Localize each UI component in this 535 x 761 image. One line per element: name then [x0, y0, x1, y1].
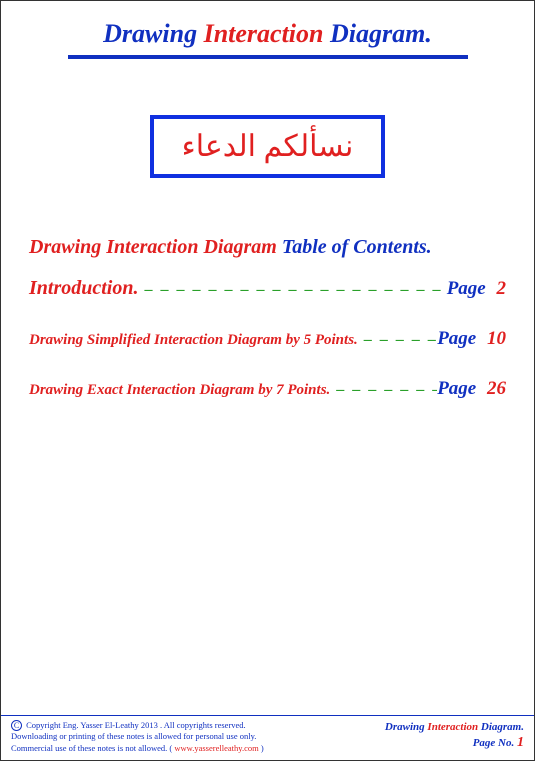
toc-page: Page 10 — [437, 328, 506, 350]
toc-page-num: 10 — [487, 328, 506, 349]
toc-leader: – – – – – – – – – – – – – – – – – – – – … — [330, 381, 437, 399]
toc-page-num: 2 — [497, 278, 507, 299]
footer-website: www.yasserelleathy.com — [174, 743, 258, 753]
copyright-text-3a: Commercial use of these notes is not all… — [11, 743, 174, 753]
toc-page: Page 26 — [437, 378, 506, 400]
footer-page-number: Page No. 1 — [385, 734, 524, 752]
footer-pageno-label: Page No. — [473, 737, 515, 749]
toc-heading-blue: Table of Contents. — [282, 236, 432, 258]
toc-label: Introduction. — [29, 277, 138, 300]
table-of-contents: Drawing Interaction Diagram Table of Con… — [1, 236, 534, 400]
copyright-line-3: Commercial use of these notes is not all… — [11, 743, 264, 754]
copyright-line-2: Downloading or printing of these notes i… — [11, 731, 264, 742]
title-word-drawing: Drawing — [103, 19, 197, 48]
toc-row: Introduction. – – – – – – – – – – – – – … — [29, 277, 506, 300]
toc-leader: – – – – – – – – – – – – – – – – – – – – … — [358, 331, 437, 349]
toc-page-word: Page — [437, 378, 476, 399]
arabic-prayer-box: نسألكم الدعاء — [150, 115, 386, 178]
toc-leader: – – – – – – – – – – – – – – – – – – – – … — [138, 281, 446, 299]
footer-title-drawing: Drawing — [385, 721, 425, 733]
footer-title-interaction: Interaction — [427, 721, 478, 733]
toc-heading-red: Drawing Interaction Diagram — [29, 236, 277, 258]
title-word-interaction: Interaction — [204, 19, 324, 48]
page-footer: C Copyright Eng. Yasser El-Leathy 2013 .… — [1, 715, 534, 754]
copyright-line-1: C Copyright Eng. Yasser El-Leathy 2013 .… — [11, 720, 264, 731]
main-title: Drawing Interaction Diagram. — [1, 19, 534, 49]
toc-heading: Drawing Interaction Diagram Table of Con… — [29, 236, 506, 259]
copyright-text-1: Copyright Eng. Yasser El-Leathy 2013 . A… — [26, 720, 246, 730]
copyright-icon: C — [11, 720, 22, 731]
arabic-box-wrap: نسألكم الدعاء — [1, 115, 534, 178]
copyright-text-3b: ) — [259, 743, 264, 753]
toc-label: Drawing Simplified Interaction Diagram b… — [29, 332, 358, 349]
toc-page: Page 2 — [447, 278, 506, 300]
toc-page-word: Page — [447, 278, 486, 299]
footer-pageno-num: 1 — [517, 735, 524, 750]
footer-copyright: C Copyright Eng. Yasser El-Leathy 2013 .… — [11, 720, 264, 754]
toc-row: Drawing Exact Interaction Diagram by 7 P… — [29, 378, 506, 400]
footer-page-info: Drawing Interaction Diagram. Page No. 1 — [385, 720, 524, 752]
footer-doc-title: Drawing Interaction Diagram. — [385, 720, 524, 734]
header-rule — [68, 55, 468, 59]
toc-page-num: 26 — [487, 378, 506, 399]
toc-label: Drawing Exact Interaction Diagram by 7 P… — [29, 382, 330, 399]
toc-page-word: Page — [437, 328, 476, 349]
toc-row: Drawing Simplified Interaction Diagram b… — [29, 328, 506, 350]
title-word-diagram: Diagram. — [330, 19, 432, 48]
document-header: Drawing Interaction Diagram. — [1, 1, 534, 59]
footer-title-diagram: Diagram. — [481, 721, 524, 733]
